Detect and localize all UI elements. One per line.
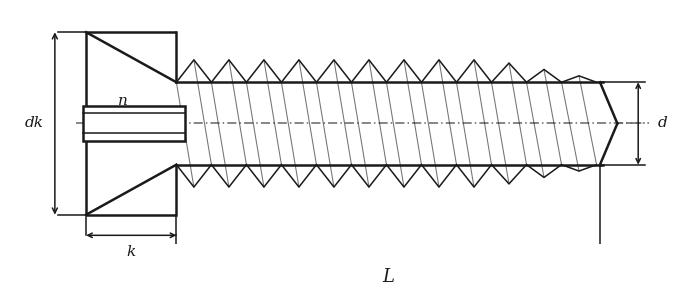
Text: n: n xyxy=(118,94,128,108)
Text: k: k xyxy=(127,245,136,259)
Text: d: d xyxy=(657,116,667,130)
Text: L: L xyxy=(382,268,394,286)
Polygon shape xyxy=(83,106,185,141)
Text: dk: dk xyxy=(25,116,43,130)
